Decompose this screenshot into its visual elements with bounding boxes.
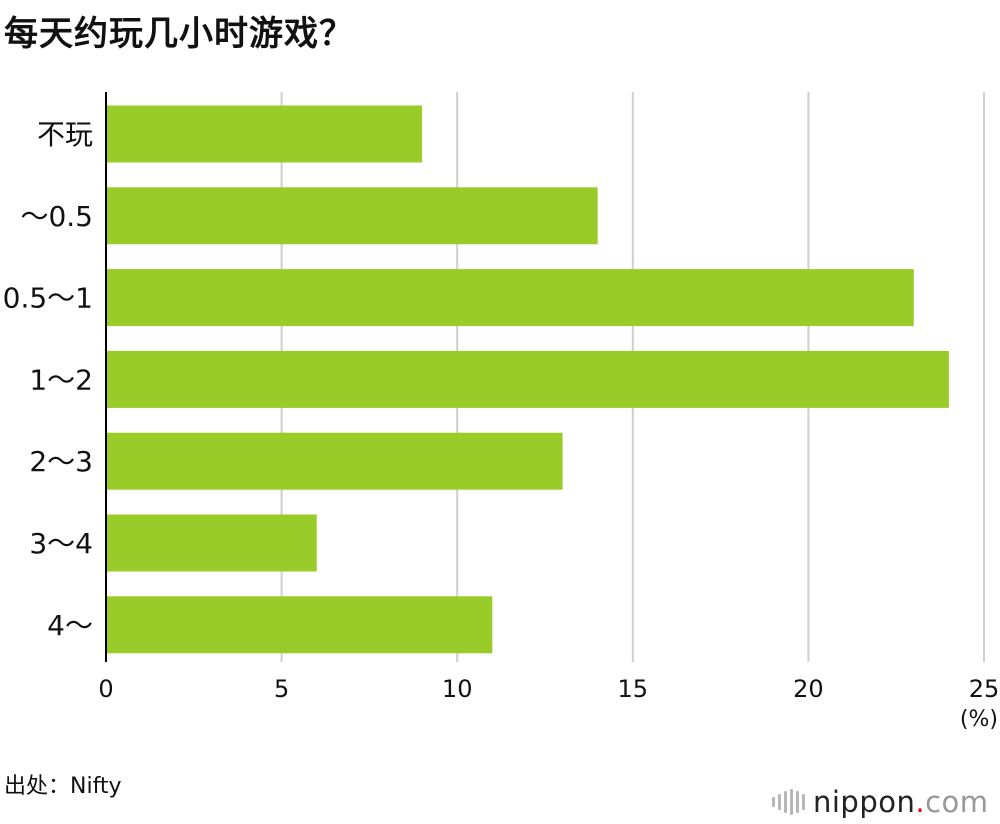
x-tick-label-0: 0 <box>98 675 113 703</box>
logo-text: nippon.com <box>813 784 989 819</box>
bar-4 <box>106 432 563 490</box>
x-tick-labels: 0 5 10 15 20 25 <box>98 675 999 703</box>
x-tick-label-10: 10 <box>442 675 473 703</box>
bar-5 <box>106 514 317 572</box>
bar-6 <box>106 596 493 654</box>
category-label-6: 4～ <box>47 609 93 642</box>
chart-title: 每天约玩几小时游戏？ <box>4 14 354 54</box>
category-label-2: 0.5～1 <box>3 282 93 315</box>
category-label-4: 2～3 <box>29 445 93 478</box>
bar-2 <box>106 269 914 327</box>
x-tick-label-25: 25 <box>969 675 1000 703</box>
x-tick-label-5: 5 <box>274 675 289 703</box>
bar-1 <box>106 187 598 245</box>
x-tick-label-15: 15 <box>618 675 649 703</box>
bars <box>106 105 949 654</box>
category-labels: 不玩 ～0.5 0.5～1 1～2 2～3 3～4 4～ <box>3 118 93 642</box>
bar-3 <box>106 350 949 408</box>
category-label-1: ～0.5 <box>20 200 93 233</box>
x-tick-label-20: 20 <box>793 675 824 703</box>
bar-0 <box>106 105 423 163</box>
x-unit-label: (%) <box>960 707 998 732</box>
logo-mark-icon <box>772 789 805 815</box>
bar-chart: 不玩 ～0.5 0.5～1 1～2 2～3 3～4 4～ 0 5 10 15 20 25 (%) <box>3 92 999 732</box>
category-label-3: 1～2 <box>29 363 93 396</box>
nippon-logo: nippon.com <box>772 780 998 824</box>
category-label-0: 不玩 <box>37 118 93 151</box>
source-note: 出处：Nifty <box>4 774 122 799</box>
category-label-5: 3～4 <box>29 527 93 560</box>
